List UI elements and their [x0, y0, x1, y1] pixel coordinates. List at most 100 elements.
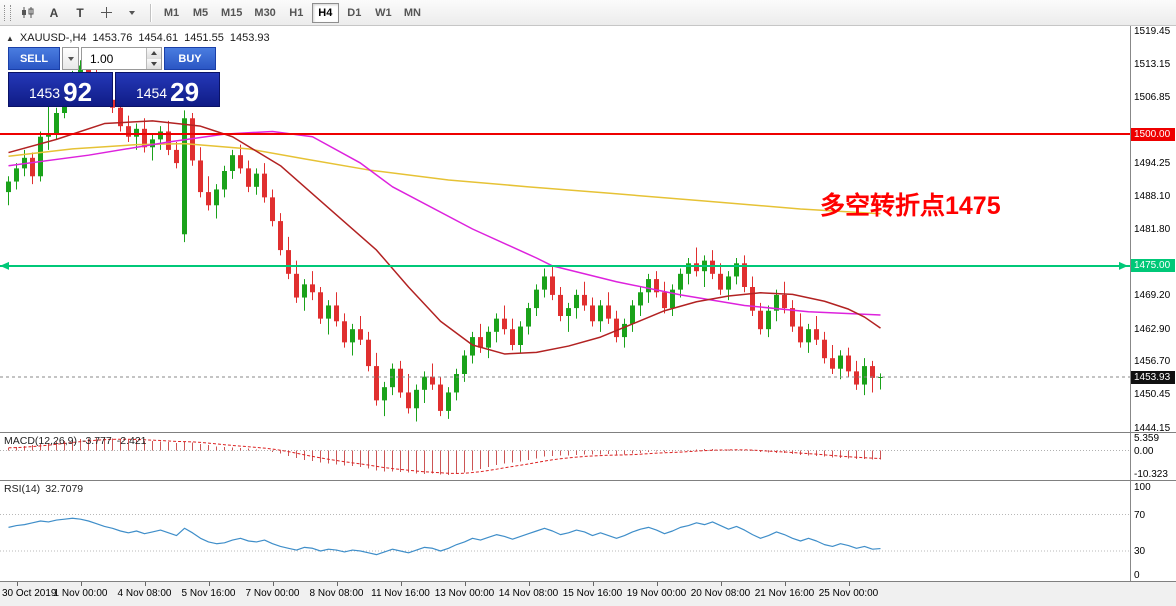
time-axis-tick — [208, 582, 210, 586]
chevron-down-icon — [129, 10, 135, 15]
time-axis-label: 5 Nov 16:00 — [181, 588, 236, 599]
buy-button[interactable]: BUY — [164, 47, 216, 70]
macd-canvas[interactable] — [0, 433, 1130, 480]
chart-text-annotation[interactable]: 多空转折点1475 — [820, 192, 1001, 220]
rsi-title: RSI(14) — [4, 483, 41, 495]
timeframe-h4-button[interactable]: H4 — [311, 2, 339, 23]
time-axis-tick — [336, 582, 338, 586]
time-axis-label: 15 Nov 16:00 — [562, 588, 623, 599]
ohlc-low: 1451.55 — [184, 32, 224, 44]
one-click-trading-panel: SELL 1.00 BUY 1453 92 1454 29 — [8, 47, 223, 107]
time-axis-tick — [272, 582, 274, 586]
timeframe-m5-button[interactable]: M5 — [187, 3, 214, 23]
macd-axis-tick: 0.00 — [1134, 445, 1154, 457]
volume-field[interactable]: 1.00 — [81, 47, 162, 70]
price-axis-tick: 1513.15 — [1134, 58, 1171, 70]
rsi-value: 32.7079 — [45, 483, 84, 495]
timeframe-d1-button[interactable]: D1 — [341, 3, 368, 23]
rsi-indicator-panel: RSI(14) 32.7079 100 70 30 0 — [0, 480, 1176, 581]
macd-main-value: -3.777 — [81, 435, 112, 447]
rs-axis-tick: 30 — [1134, 546, 1146, 557]
buy-price-pips: 29 — [170, 76, 200, 107]
macd-title: MACD(12,26,9) — [4, 435, 77, 447]
price-axis: 1519.45 1513.15 1506.85 1494.25 1488.10 1481.… — [1130, 25, 1176, 434]
macd-signal-value: -2.421 — [116, 435, 147, 447]
price-axis-tick: 1519.45 — [1134, 25, 1171, 37]
time-axis-label: 19 Nov 00:00 — [626, 588, 687, 599]
volume-increase-button[interactable] — [147, 48, 161, 59]
time-axis-tick — [720, 582, 722, 586]
ohlc-open: 1453.76 — [92, 32, 133, 44]
timeframe-mn-button[interactable]: MN — [399, 3, 426, 23]
time-axis-tick — [656, 582, 658, 586]
price-axis-tick: 1469.20 — [1134, 290, 1171, 302]
chart-type-icon[interactable] — [16, 3, 40, 23]
template-icon[interactable]: T — [68, 3, 92, 23]
macd-label: MACD(12,26,9) -3.777 -2.421 — [4, 435, 147, 447]
ohlc-high: 1454.61 — [138, 32, 179, 44]
time-axis-tick — [592, 582, 594, 586]
sell-button[interactable]: SELL — [8, 47, 60, 70]
resistance-price-label: 1500.00 — [1131, 127, 1175, 141]
time-axis[interactable]: 30 Oct 2019 1 Nov 00:00 4 Nov 08:00 5 Nov 1… — [0, 581, 1176, 606]
price-axis-tick: 1481.80 — [1134, 224, 1171, 236]
text-label-icon[interactable]: A — [42, 3, 66, 23]
time-axis-label: 8 Nov 08:00 — [309, 588, 364, 599]
price-axis-tick: 1488.10 — [1134, 190, 1171, 202]
time-axis-label: 11 Nov 16:00 — [371, 588, 430, 599]
time-axis-tick — [144, 582, 146, 586]
rs-axis-tick: 70 — [1134, 509, 1146, 521]
time-axis-tick — [528, 582, 530, 586]
price-axis-tick: 1506.85 — [1134, 91, 1171, 103]
timeframe-button-group: M1 M5 M15 M30 H1 H4 D1 W1 MN — [157, 2, 427, 23]
macd-axis-tick: -10.323 — [1134, 469, 1168, 480]
toolbar-grip[interactable] — [4, 4, 11, 21]
volume-stepper — [146, 48, 161, 69]
sell-price-main: 1453 — [28, 85, 61, 101]
rs-axis-tick: 0 — [1134, 570, 1140, 581]
sell-price-display[interactable]: 1453 92 — [8, 72, 113, 107]
timeframe-w1-button[interactable]: W1 — [370, 3, 397, 23]
price-axis-tick: 1450.45 — [1134, 389, 1171, 401]
rsi-canvas[interactable] — [0, 481, 1130, 581]
timeframe-m30-button[interactable]: M30 — [249, 3, 280, 23]
chart-ohlc-header: ▲ XAUUSD-,H4 1453.76 1454.61 1451.55 145… — [6, 32, 270, 44]
price-axis-tick: 1456.70 — [1134, 356, 1171, 368]
time-axis-label: 1 Nov 00:00 — [53, 588, 108, 599]
time-axis-label: 21 Nov 16:00 — [754, 588, 815, 599]
ohlc-close: 1453.93 — [229, 32, 270, 44]
timeframe-m15-button[interactable]: M15 — [216, 3, 247, 23]
time-axis-tick — [848, 582, 850, 586]
buy-price-main: 1454 — [135, 85, 168, 101]
sell-price-pips: 92 — [63, 76, 93, 107]
support-price-label: 1475.00 — [1131, 259, 1175, 273]
draw-tools-dropdown-icon[interactable] — [120, 3, 144, 23]
top-toolbar: A T M1 M5 M15 M30 H1 H4 D1 W1 MN — [0, 0, 1176, 26]
time-axis-tick — [400, 582, 402, 586]
time-axis-label: 14 Nov 08:00 — [498, 588, 559, 599]
time-axis-tick — [464, 582, 466, 586]
macd-axis-tick: 5.359 — [1134, 433, 1160, 445]
time-axis-label: 25 Nov 00:00 — [818, 588, 879, 599]
price-axis-tick: 1462.90 — [1134, 323, 1171, 335]
buy-price-display[interactable]: 1454 29 — [115, 72, 220, 107]
order-type-dropdown[interactable] — [62, 47, 79, 70]
price-chart-panel: ▲ XAUUSD-,H4 1453.76 1454.61 1451.55 145… — [0, 25, 1176, 434]
symbol-name: XAUUSD-,H4 — [19, 32, 87, 44]
crosshair-icon[interactable] — [94, 3, 118, 23]
time-axis-tick — [784, 582, 786, 586]
rs-axis-tick: 100 — [1134, 482, 1151, 494]
toolbar-separator — [150, 3, 152, 22]
volume-decrease-button[interactable] — [147, 58, 161, 69]
rsi-axis: 100 70 30 0 — [1130, 481, 1176, 581]
time-axis-label: 4 Nov 08:00 — [117, 588, 172, 599]
timeframe-m1-button[interactable]: M1 — [158, 3, 185, 23]
symbol-marker-icon: ▲ — [6, 33, 14, 43]
time-axis-label: 13 Nov 00:00 — [434, 588, 495, 599]
time-axis-label: 7 Nov 00:00 — [245, 588, 300, 599]
timeframe-h1-button[interactable]: H1 — [283, 3, 310, 23]
time-axis-label: 30 Oct 2019 — [2, 588, 57, 599]
price-axis-tick: 1444.15 — [1134, 422, 1171, 434]
time-axis-tick — [16, 582, 18, 586]
time-axis-tick — [80, 582, 82, 586]
